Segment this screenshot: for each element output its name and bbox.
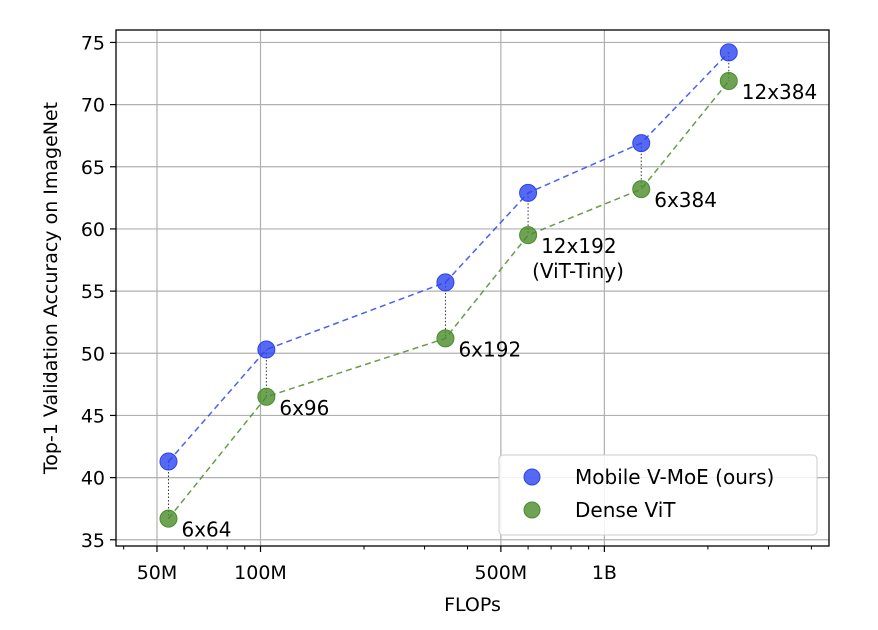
y-axis-title: Top-1 Validation Accuracy on ImageNet: [40, 102, 62, 475]
point-dense-vit: [257, 387, 276, 406]
gridlines: [116, 30, 829, 546]
plot-frame: [115, 29, 830, 547]
annotations: 6x64 6x96 6x192 12x192(ViT-Tiny) 6x384 12x384: [181, 80, 817, 542]
data-points: [159, 43, 738, 528]
axis-ticks: 35 40 45 50 55 60 65 70 75 50M 100M 500M 1B: [81, 32, 812, 584]
point-dense-vit: [519, 226, 538, 245]
y-tick-label: 40: [81, 468, 105, 490]
x-axis-title: FLOPs: [444, 594, 501, 616]
annotation-label: 6x384: [654, 188, 717, 212]
series-line-mobile-vmoe: [167, 51, 730, 462]
legend-label: Dense ViT: [575, 498, 676, 522]
y-tick-label: 75: [81, 32, 105, 54]
legend-box: [498, 454, 818, 536]
x-tick-label: 1B: [592, 562, 617, 584]
point-mobile-vmoe: [519, 183, 538, 202]
point-mobile-vmoe: [257, 340, 276, 359]
y-tick-label: 45: [81, 405, 105, 427]
point-mobile-vmoe: [719, 43, 738, 62]
annotation-label: 12x192: [541, 234, 616, 258]
annotation-label: 6x192: [458, 337, 521, 361]
legend: Mobile V-MoE (ours) Dense ViT: [498, 454, 818, 536]
annotation-label: 6x96: [279, 396, 329, 420]
annotation-label: (ViT-Tiny): [532, 259, 624, 283]
y-tick-label: 50: [81, 343, 105, 365]
legend-marker: [523, 468, 541, 486]
y-tick-label: 65: [81, 157, 105, 179]
y-tick-label: 35: [81, 530, 105, 552]
legend-label: Mobile V-MoE (ours): [575, 465, 774, 489]
point-mobile-vmoe: [159, 452, 178, 471]
series-line-dense-vit: [167, 80, 730, 520]
x-tick-label: 500M: [475, 562, 528, 584]
annotation-label: 6x64: [181, 518, 231, 542]
point-dense-vit: [159, 509, 178, 528]
point-dense-vit: [719, 71, 738, 90]
y-tick-label: 70: [81, 95, 105, 117]
y-tick-label: 55: [81, 281, 105, 303]
x-tick-label: 50M: [137, 562, 178, 584]
x-tick-label: 100M: [234, 562, 287, 584]
point-mobile-vmoe: [632, 134, 651, 153]
point-dense-vit: [436, 329, 455, 348]
legend-marker: [523, 501, 541, 519]
point-dense-vit: [632, 180, 651, 199]
y-tick-label: 60: [81, 219, 105, 241]
series-lines: [167, 51, 730, 520]
point-mobile-vmoe: [436, 273, 455, 292]
annotation-label: 12x384: [742, 80, 817, 104]
